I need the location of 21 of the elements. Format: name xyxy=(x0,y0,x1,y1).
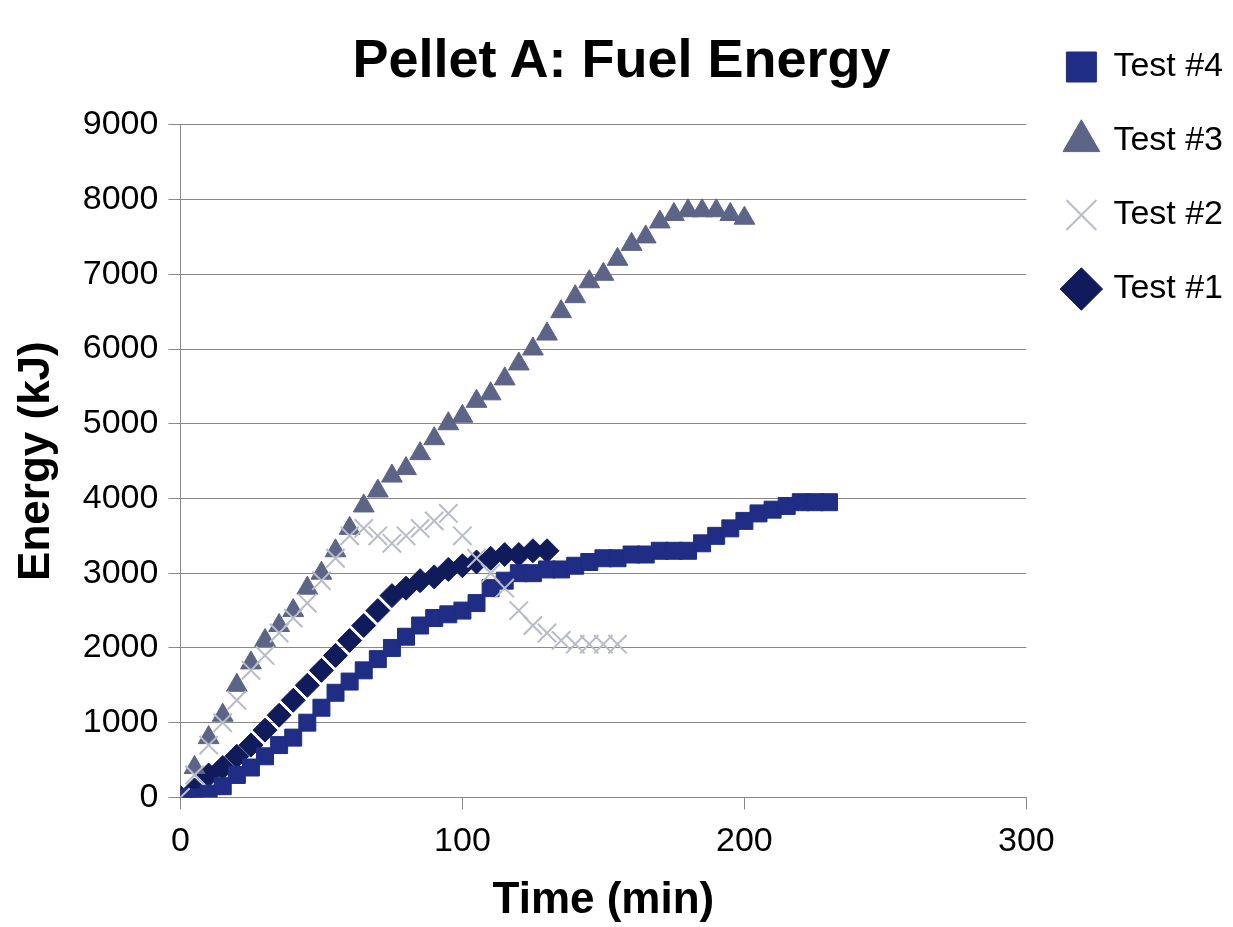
x-tick-label: 300 xyxy=(998,820,1055,859)
x-tick-label: 100 xyxy=(434,820,491,859)
x-tick-label: 0 xyxy=(170,820,190,859)
y-tick-label: 2000 xyxy=(82,626,159,665)
y-axis-title: Energy (kJ) xyxy=(8,341,58,581)
legend-label: Test #2 xyxy=(1113,193,1223,232)
y-tick-label: 1000 xyxy=(82,701,159,740)
y-tick-label: 7000 xyxy=(82,252,159,291)
y-tick-label: 4000 xyxy=(82,476,159,515)
legend-label: Test #4 xyxy=(1113,45,1223,84)
x-axis-title: Time (min) xyxy=(492,872,715,922)
y-tick-label: 0 xyxy=(139,775,159,814)
y-tick-label: 8000 xyxy=(82,177,159,216)
legend-label: Test #3 xyxy=(1113,119,1223,158)
x-tick-label: 200 xyxy=(716,820,773,859)
y-tick-label: 9000 xyxy=(82,103,159,142)
y-tick-label: 3000 xyxy=(82,551,159,590)
y-tick-label: 5000 xyxy=(82,402,159,441)
chart-title: Pellet A: Fuel Energy xyxy=(352,28,891,89)
y-tick-label: 6000 xyxy=(82,327,159,366)
legend-label: Test #1 xyxy=(1113,267,1223,306)
